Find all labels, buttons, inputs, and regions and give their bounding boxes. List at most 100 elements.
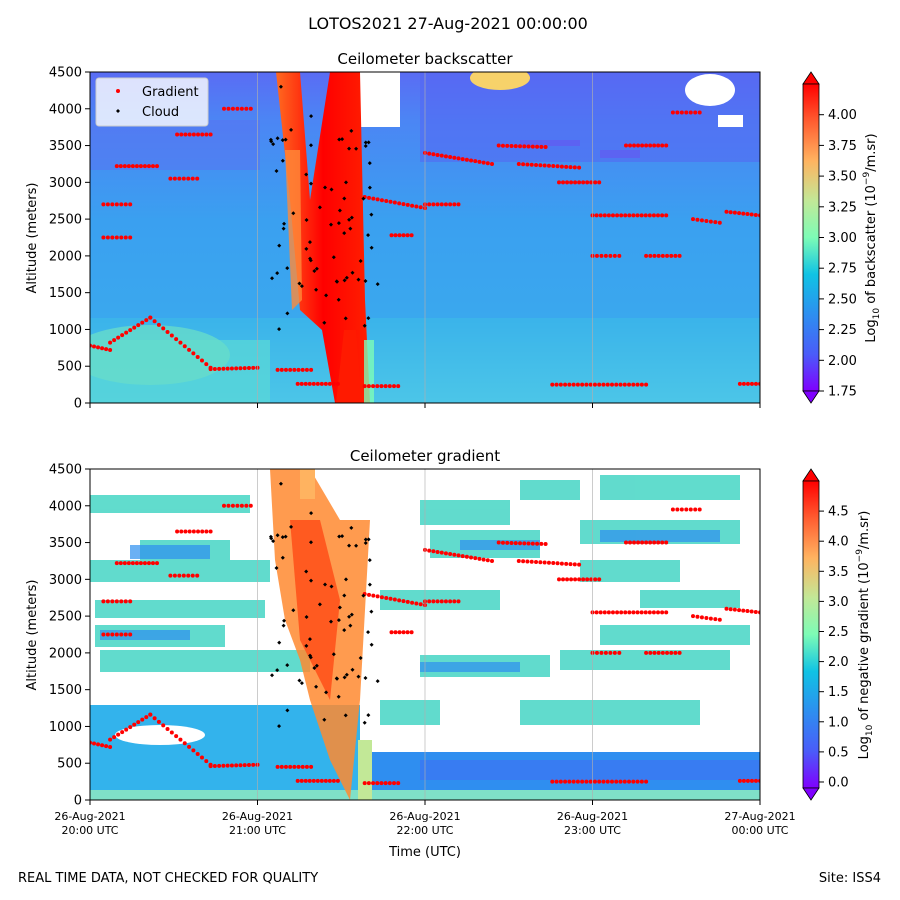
cloud-point (317, 602, 322, 607)
cloud-point (314, 287, 319, 292)
gradient-point (452, 552, 457, 557)
gradient-point (490, 161, 494, 166)
colorbar-tick-label: 2.0 (828, 655, 849, 670)
colorbar-tick-label: 3.25 (828, 200, 857, 215)
cloud-point (369, 642, 374, 647)
gradient-point (473, 556, 478, 561)
gradient-point (732, 210, 737, 215)
gradient-point (379, 198, 384, 203)
gradient-point (569, 577, 574, 582)
gradient-point (165, 329, 170, 334)
cloud-point (363, 140, 368, 145)
gradient-point (598, 610, 603, 615)
cloud-point (280, 138, 285, 143)
gradient-point (116, 732, 121, 737)
gradient-point (496, 143, 501, 148)
gradient-point (410, 600, 415, 605)
gradient-point (128, 599, 133, 604)
gradient-point (397, 598, 402, 603)
x-tick-time: 23:00 UTC (564, 824, 621, 837)
gradient-point (737, 608, 742, 613)
cloud-point (347, 146, 352, 151)
gradient-point (244, 503, 249, 508)
cloud-point (366, 537, 371, 542)
gradient-point (605, 779, 610, 784)
cloud-point (343, 713, 348, 718)
cloud-point (349, 215, 354, 220)
gradient-point (693, 110, 698, 115)
gradient-point (665, 650, 670, 655)
gradient-point (248, 106, 253, 111)
gradient-title: Ceilometer gradient (350, 447, 500, 465)
gradient-point (753, 778, 758, 783)
cloud-point (269, 139, 274, 144)
cloud-markers-top (268, 84, 380, 332)
gradient-point (123, 235, 128, 240)
gradient-point (713, 220, 718, 225)
gradient-point (110, 202, 115, 207)
gradient-point (572, 165, 577, 170)
colorbar-tick-label: 1.75 (828, 385, 857, 400)
gradient-point (283, 764, 288, 769)
cloud-point (369, 609, 374, 614)
gradient-point (300, 764, 305, 769)
gradient-point (235, 106, 240, 111)
gradient-point (229, 366, 234, 371)
cloud-point (328, 619, 333, 624)
gradient-point (299, 381, 304, 386)
gradient-point (92, 344, 97, 349)
cloud-point (367, 161, 372, 166)
gradient-point (335, 778, 340, 783)
gradient-point (628, 540, 633, 545)
gradient-point (375, 197, 380, 202)
x-tick-time: 22:00 UTC (396, 824, 453, 837)
gradient-point (534, 559, 539, 564)
gradient-point (529, 162, 534, 167)
gradient-point (635, 213, 640, 218)
gradient-point (538, 163, 543, 168)
gradient-point (226, 503, 231, 508)
gradient-point (675, 507, 680, 512)
y-tick-label: 2000 (49, 646, 82, 661)
gradient-point (204, 362, 209, 367)
gradient-point (319, 778, 324, 783)
gradient-point (452, 599, 457, 604)
gradient-point (575, 779, 580, 784)
gradient-point (559, 164, 564, 169)
gradient-point (414, 204, 419, 209)
cloud-point (363, 537, 368, 542)
gradient-point (119, 599, 124, 604)
cloud-point (304, 569, 309, 574)
backscatter-title: Ceilometer backscatter (337, 50, 513, 68)
gradient-point (155, 164, 159, 169)
gradient-point (309, 764, 314, 769)
gradient-point (522, 541, 527, 546)
gradient-point (182, 344, 187, 349)
gradient-point (116, 335, 121, 340)
gradient-point (138, 164, 143, 169)
gradient-point (572, 562, 577, 567)
gradient-point (183, 132, 188, 137)
cloud-point (304, 172, 309, 177)
gradient-point (593, 180, 598, 185)
gradient-point (481, 557, 486, 562)
gradient-point (128, 328, 133, 333)
y-tick-label: 3500 (49, 139, 82, 154)
gradient-point (632, 540, 637, 545)
gradient-point (427, 548, 432, 553)
gradient-point (535, 144, 540, 149)
gradient-point (749, 609, 754, 614)
gradient-point (631, 779, 636, 784)
gradient-point (448, 599, 453, 604)
gradient-point (100, 346, 105, 351)
cloud-point (308, 143, 313, 148)
gradient-point (622, 779, 627, 784)
gradient-point (567, 779, 572, 784)
gradient-point (745, 609, 750, 614)
gradient-markers-bottom (90, 503, 760, 786)
gradient-point (602, 610, 607, 615)
gradient-point (150, 164, 155, 169)
gradient-point (130, 164, 135, 169)
gradient-point (186, 176, 191, 181)
gradient-point (643, 213, 648, 218)
